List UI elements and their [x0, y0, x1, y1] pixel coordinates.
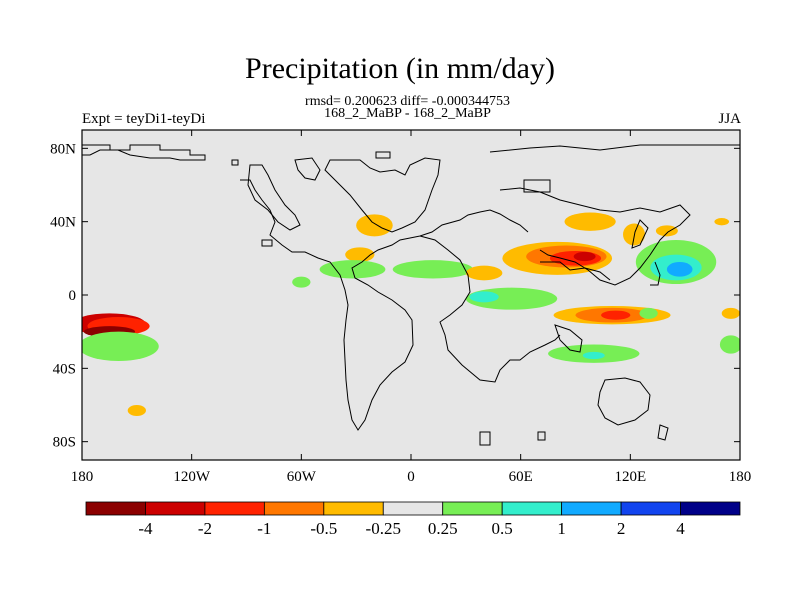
coastline	[597, 377, 651, 426]
y-tick-label: 0	[69, 288, 77, 304]
experiment-label: Expt = teyDi1-teyDi	[82, 111, 206, 127]
colorbar-label: -0.25	[366, 519, 401, 538]
anomaly-patch	[345, 247, 375, 262]
colorbar-label: 1	[557, 519, 566, 538]
coastline	[540, 261, 611, 281]
anomaly-patch	[655, 225, 678, 237]
colorbar-swatch	[145, 501, 206, 516]
coastline	[489, 144, 740, 153]
x-tick-label: 120W	[173, 469, 211, 485]
anomaly-patch	[82, 331, 159, 361]
anomaly-patch	[356, 214, 393, 237]
season-label: JJA	[718, 111, 741, 127]
colorbar-swatch	[561, 501, 622, 516]
anomaly-patch	[573, 251, 596, 262]
colorbar-swatch	[263, 501, 325, 516]
y-tick-label: 40S	[53, 361, 76, 377]
colorbar-swatch	[323, 501, 384, 516]
x-tick-label: 180	[729, 469, 752, 485]
anomaly-patch	[714, 218, 730, 226]
anomaly-patch	[392, 260, 474, 279]
anomaly-patch	[127, 405, 146, 416]
x-tick-label: 180	[71, 469, 94, 485]
coastline	[82, 144, 206, 161]
plot-subtitle: 168_2_MaBP - 168_2_MaBP	[324, 106, 491, 121]
anomaly-patch	[582, 351, 605, 360]
colorbar-label: -2	[198, 519, 212, 538]
x-tick-label: 120E	[614, 469, 646, 485]
colorbar-swatch	[204, 501, 265, 516]
colorbar-swatch	[680, 501, 741, 516]
coastline	[231, 159, 239, 166]
anomaly-patch	[601, 310, 631, 320]
colorbar-label: -4	[138, 519, 153, 538]
coastline	[324, 157, 441, 233]
x-tick-label: 0	[407, 469, 415, 485]
coastline	[247, 164, 301, 231]
stats-line: rmsd= 0.200623 diff= -0.000344753	[305, 94, 510, 109]
y-tick-label: 80N	[50, 141, 76, 157]
colorbar-label: 0.5	[492, 519, 513, 538]
map-background	[82, 130, 740, 460]
coastline	[419, 235, 561, 383]
colorbar-label: -1	[257, 519, 271, 538]
colorbar-swatch	[501, 501, 563, 516]
y-tick-label: 40N	[50, 215, 76, 231]
coastline	[261, 239, 273, 247]
x-tick-label: 60W	[287, 469, 317, 485]
coastline	[537, 431, 546, 441]
y-tick-label: 80S	[53, 435, 76, 451]
colorbar-swatch	[620, 501, 681, 516]
coastline	[631, 219, 649, 249]
anomaly-patch	[721, 307, 740, 319]
anomaly-patch	[292, 276, 311, 288]
anomaly-patch	[666, 262, 693, 277]
coastline	[375, 151, 391, 159]
colorbar-swatch	[442, 501, 503, 516]
plot-title: Precipitation (in mm/day)	[245, 52, 555, 85]
colorbar-label: 2	[617, 519, 626, 538]
colorbar-label: 4	[676, 519, 685, 538]
anomaly-patch	[564, 212, 616, 231]
anomaly-patch	[469, 291, 499, 303]
colorbar-label: -0.5	[310, 519, 337, 538]
anomaly-patch	[623, 223, 645, 246]
colorbar-label: 0.25	[428, 519, 458, 538]
coastline	[657, 424, 669, 441]
coastline	[554, 324, 583, 353]
colorbar-swatch	[382, 501, 444, 516]
anomaly-patch	[465, 265, 503, 281]
coastline	[523, 179, 551, 193]
anomaly-patch	[719, 335, 740, 354]
anomaly-patch	[639, 307, 658, 319]
x-tick-label: 60E	[509, 469, 533, 485]
colorbar-swatch	[85, 501, 146, 516]
coastline	[294, 157, 321, 181]
coastline	[479, 431, 491, 446]
coastline	[240, 179, 529, 431]
coastline	[650, 261, 661, 286]
